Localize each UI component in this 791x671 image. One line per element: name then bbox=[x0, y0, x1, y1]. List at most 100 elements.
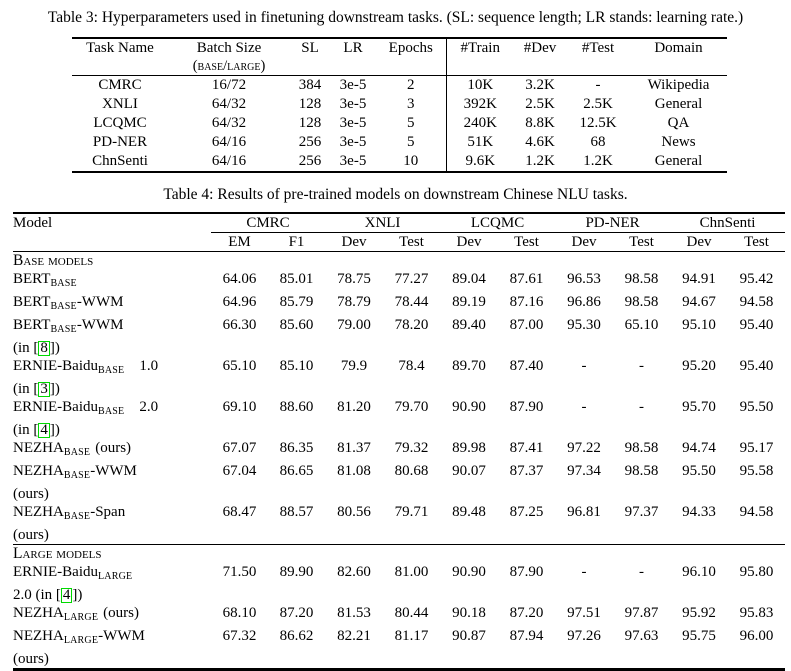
score-cell: 87.94 bbox=[509, 628, 544, 644]
model-name-line2: (ours) bbox=[13, 486, 49, 502]
table-cell: 2.5K bbox=[583, 96, 613, 112]
score-cell: 78.79 bbox=[337, 294, 371, 310]
citation-link[interactable]: 8 bbox=[38, 340, 50, 356]
col-header-cmrc-em: EM bbox=[211, 232, 268, 252]
score-cell: 87.41 bbox=[509, 440, 544, 456]
col-header-model: Model bbox=[13, 213, 211, 252]
score-cell: 97.26 bbox=[567, 628, 601, 644]
score-cell: 95.50 bbox=[682, 463, 716, 479]
score-cell: 87.16 bbox=[509, 294, 544, 310]
score-cell: 80.68 bbox=[394, 463, 429, 479]
model-size-subscript: BASE bbox=[63, 447, 91, 458]
table-cell: 10 bbox=[403, 153, 419, 169]
table-cell: 3e-5 bbox=[339, 96, 367, 112]
score-cell: 89.04 bbox=[452, 271, 486, 287]
model-name: BERTBASE bbox=[13, 270, 211, 293]
table-cell: XNLI bbox=[102, 96, 138, 112]
score-cell: 64.96 bbox=[222, 294, 257, 310]
model-name-line1: BERTBASE-WWM bbox=[13, 294, 124, 312]
score-cell: 86.62 bbox=[279, 628, 314, 644]
score-cell: 79.9 bbox=[340, 358, 368, 374]
table-cell: 3.2K bbox=[525, 77, 555, 93]
score-cell: 85.01 bbox=[279, 271, 314, 287]
score-cell: 90.90 bbox=[452, 564, 486, 580]
score-cell: 90.18 bbox=[452, 605, 486, 621]
table4-body: Base models BERTBASE 64.06 85.01 78.75 77.27 8… bbox=[13, 252, 786, 670]
col-header-lcqmc-test: Test bbox=[498, 232, 556, 252]
model-name-line1: NEZHABASE-Span bbox=[13, 504, 126, 522]
model-name-line1: NEZHABASE-WWM bbox=[13, 463, 137, 481]
score-cell: 81.37 bbox=[337, 440, 371, 456]
score-cell: 96.00 bbox=[739, 628, 774, 644]
model-name: NEZHABASE-WWM (ours) bbox=[13, 462, 211, 503]
score-cell: 67.32 bbox=[222, 628, 257, 644]
table-cell: ChnSenti bbox=[92, 153, 148, 169]
score-cell: 79.32 bbox=[394, 440, 429, 456]
group-header-chnsenti: ChnSenti bbox=[670, 213, 786, 233]
table-row: NEZHALARGE-WWM (ours) 67.32 86.62 82.21 81.17… bbox=[13, 627, 785, 670]
table-cell: 5 bbox=[407, 115, 415, 131]
table-cell: 64/32 bbox=[211, 96, 247, 112]
col-header-lcqmc-dev: Dev bbox=[440, 232, 499, 252]
score-cell: 87.90 bbox=[509, 564, 544, 580]
table-cell: 12.5K bbox=[579, 115, 617, 131]
score-cell: 87.00 bbox=[509, 317, 544, 333]
score-cell: 81.00 bbox=[394, 564, 429, 580]
table-cell: LCQMC bbox=[93, 115, 147, 131]
score-cell: 95.42 bbox=[739, 271, 774, 287]
citation-link[interactable]: 4 bbox=[38, 422, 50, 438]
citation-link[interactable]: 4 bbox=[60, 587, 73, 603]
table-row: ChnSenti 64/16 256 3e-5 10 9.6K 1.2K 1.2K Genera… bbox=[72, 152, 727, 172]
table-cell: 64/16 bbox=[211, 153, 247, 169]
score-cell: 95.80 bbox=[739, 564, 774, 580]
table-cell: General bbox=[654, 153, 703, 169]
score-cell: 90.07 bbox=[452, 463, 486, 479]
score-cell: 87.25 bbox=[509, 504, 544, 520]
score-cell: 87.20 bbox=[279, 605, 314, 621]
score-cell: 96.10 bbox=[682, 564, 716, 580]
group-header-xnli: XNLI bbox=[325, 213, 441, 233]
score-cell: 96.81 bbox=[567, 504, 601, 520]
model-name-line2: (in [3]) bbox=[13, 381, 60, 397]
score-cell: - bbox=[581, 358, 587, 374]
score-cell: 81.17 bbox=[394, 628, 429, 644]
table-row: ERNIE-BaiduBASE 2.0 (in [4]) 69.10 88.60 81.2… bbox=[13, 398, 785, 439]
col-header-domain: Domain bbox=[630, 38, 727, 76]
score-cell: 68.47 bbox=[222, 504, 257, 520]
col-header-chnsenti-test: Test bbox=[728, 232, 786, 252]
score-cell: 97.37 bbox=[624, 504, 659, 520]
col-header-cmrc-f1: F1 bbox=[268, 232, 326, 252]
score-cell: 94.74 bbox=[682, 440, 716, 456]
score-cell: 95.92 bbox=[682, 605, 716, 621]
model-name-line1: ERNIE-BaiduLARGE bbox=[13, 564, 133, 582]
col-header-task-name: Task Name bbox=[72, 38, 168, 76]
score-cell: - bbox=[581, 399, 587, 415]
table3-hyperparameters: Task Name Batch Size (base/large) SL LR … bbox=[72, 37, 727, 173]
model-tag: (ours) bbox=[95, 440, 132, 456]
model-tag: 1.0 bbox=[139, 358, 159, 374]
table-row: NEZHALARGE (ours) 68.10 87.20 81.53 80.44 90.1… bbox=[13, 604, 785, 627]
model-name-line2: (ours) bbox=[13, 651, 49, 667]
model-name-line1: NEZHALARGE (ours) bbox=[13, 605, 139, 623]
col-header-pdner-dev: Dev bbox=[555, 232, 614, 252]
section-header-row: Large models bbox=[13, 544, 786, 563]
score-cell: 77.27 bbox=[394, 271, 429, 287]
score-cell: 95.70 bbox=[682, 399, 716, 415]
score-cell: 89.40 bbox=[452, 317, 486, 333]
citation-link[interactable]: 3 bbox=[38, 381, 50, 397]
table-cell: 3 bbox=[407, 96, 415, 112]
score-cell: 87.20 bbox=[509, 605, 544, 621]
model-name-line2: (ours) bbox=[13, 527, 49, 543]
score-cell: 95.20 bbox=[682, 358, 716, 374]
score-cell: 78.75 bbox=[337, 271, 371, 287]
table-cell: 4.6K bbox=[525, 134, 555, 150]
col-header-xnli-test: Test bbox=[383, 232, 441, 252]
col-header-epochs: Epochs bbox=[376, 38, 446, 76]
model-name: BERTBASE-WWM bbox=[13, 293, 211, 316]
score-cell: 81.20 bbox=[337, 399, 371, 415]
score-cell: 80.44 bbox=[394, 605, 429, 621]
score-cell: 82.60 bbox=[337, 564, 371, 580]
score-cell: 89.48 bbox=[452, 504, 486, 520]
table-row: PD-NER 64/16 256 3e-5 5 51K 4.6K 68 News bbox=[72, 133, 727, 152]
model-size-subscript: BASE bbox=[63, 511, 91, 522]
